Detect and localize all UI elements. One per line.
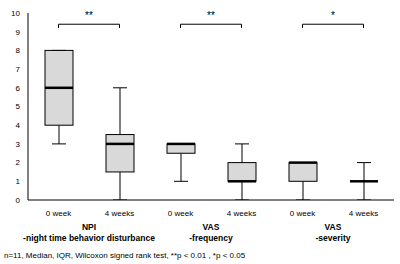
svg-text:VAS: VAS <box>203 222 220 232</box>
svg-text:8: 8 <box>16 46 21 55</box>
svg-text:0: 0 <box>16 196 21 205</box>
svg-text:4 weeks: 4 weeks <box>227 209 256 218</box>
svg-text:10: 10 <box>11 9 20 18</box>
svg-text:2: 2 <box>16 158 21 167</box>
svg-text:4 weeks: 4 weeks <box>349 209 378 218</box>
svg-text:7: 7 <box>16 65 21 74</box>
svg-text:*: * <box>331 10 335 21</box>
html-text:n=11, Median, IQR, Wilcoxon si: n=11, Median, IQR, Wilcoxon signed rank … <box>4 251 246 260</box>
svg-text:0 week: 0 week <box>168 209 194 218</box>
svg-text:6: 6 <box>16 84 21 93</box>
svg-text:**: ** <box>207 10 215 21</box>
svg-text:-night time behavior disturban: -night time behavior disturbance <box>23 233 155 243</box>
svg-text:0 week: 0 week <box>290 209 316 218</box>
svg-text:-frequency: -frequency <box>189 233 233 243</box>
svg-text:4 weeks: 4 weeks <box>105 209 134 218</box>
svg-text:9: 9 <box>16 28 21 37</box>
svg-text:5: 5 <box>16 102 21 111</box>
svg-text:NPI: NPI <box>82 222 96 232</box>
svg-text:1: 1 <box>16 177 21 186</box>
svg-text:VAS: VAS <box>325 222 342 232</box>
svg-text:-severity: -severity <box>316 233 351 243</box>
svg-text:0 week: 0 week <box>46 209 72 218</box>
svg-text:**: ** <box>85 10 93 21</box>
svg-text:3: 3 <box>16 140 21 149</box>
svg-text:4: 4 <box>16 121 21 130</box>
